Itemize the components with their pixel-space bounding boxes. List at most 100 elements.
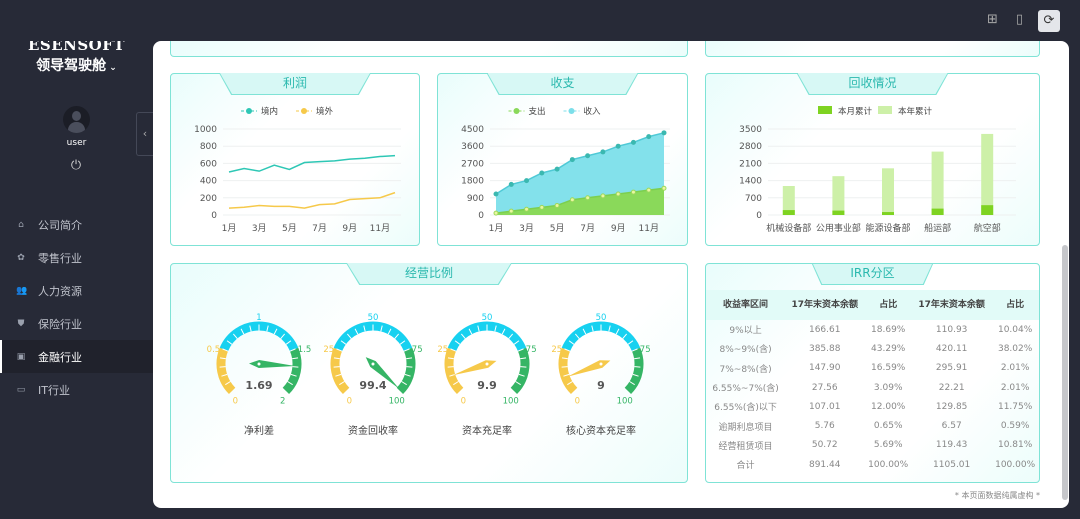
sidebar-item-1[interactable]: ✿ 零售行业 [0, 241, 153, 274]
table-cell: 420.11 [935, 343, 968, 354]
gauge-tick-label: 75 [412, 345, 423, 355]
table-cell: 18.69% [871, 324, 906, 335]
y-tick-label: 200 [200, 194, 217, 204]
chevron-down-icon: ⌄ [106, 63, 117, 73]
gauge-tick [634, 357, 641, 360]
refresh-icon[interactable]: ⟳ [1038, 10, 1060, 32]
table-row: 9%以上 166.61 18.69% 110.93 10.04% [706, 320, 1039, 339]
legend-marker [246, 108, 252, 114]
irr-card: IRR分区 收益率区间 17年末资本余额 占比 17年末资本余额 占比 9%以上 166.6… [705, 263, 1040, 483]
sidebar-item-4[interactable]: ▣ 金融行业 [0, 340, 153, 373]
y-tick-label: 600 [200, 159, 217, 169]
card-partial-right [705, 36, 1040, 57]
sidebar-item-3[interactable]: ⛊ 保险行业 [0, 307, 153, 340]
gauge-tick [453, 381, 459, 386]
sidebar-item-0[interactable]: ⌂ 公司简介 [0, 208, 153, 241]
bank-icon: ▣ [16, 351, 26, 362]
legend-label: 本年累计 [898, 106, 933, 117]
gauge-tick [563, 373, 570, 377]
table-cell: 100.00% [868, 459, 909, 470]
gauge-tick [380, 325, 383, 332]
gauge-tick-label: 25 [437, 345, 448, 355]
table-cell: 2.01% [1000, 363, 1030, 374]
bar-month [782, 210, 795, 215]
table-row: 经营租赁项目 50.72 5.69% 119.43 10.81% [706, 436, 1039, 455]
gauge-needle [452, 360, 497, 376]
profit-card: 利润 0 200 400 600 800 1000 1月 3月 5月 7月 9月 11月 境内 境外 [170, 73, 420, 246]
legend-marker [513, 108, 520, 114]
profit-chart: 0 200 400 600 800 1000 1月 3月 5月 7月 9月 11月 境内 境外 [194, 106, 401, 234]
table-cell: 43.29% [871, 343, 906, 354]
table-row: 7%~8%(含) 147.90 16.59% 295.91 2.01% [706, 359, 1039, 378]
table-cell: 110.93 [935, 324, 968, 335]
table-row: 8%~9%(含) 385.88 43.29% 420.11 38.02% [706, 339, 1039, 358]
table-cell: 9%以上 [729, 326, 762, 337]
gauge-tick [564, 348, 571, 352]
gauge-arc [624, 347, 644, 395]
x-tick-label: 5月 [282, 223, 297, 234]
x-tick-label: 9月 [611, 223, 626, 234]
table-row: 6.55%~7%(含) 27.56 3.09% 22.21 2.01% [706, 378, 1039, 397]
sidebar-item-5[interactable]: ▭ IT行业 [0, 373, 153, 406]
bar-month [981, 205, 994, 215]
data-point [630, 139, 636, 145]
y-tick-label: 2800 [739, 142, 762, 152]
gauge-tick [333, 357, 340, 360]
y-tick-label: 800 [200, 142, 217, 152]
cash-card: 收支 0 900 1800 2700 3600 4500 1月 3月 5月 7月 9月 11月 支出 收入 [437, 73, 688, 246]
gauge-tick [561, 357, 568, 360]
table-cell: 6.57 [941, 421, 962, 432]
gauge-tick [399, 340, 406, 345]
table-cell: 38.02% [997, 343, 1033, 354]
legend-label: 境内 [261, 106, 278, 117]
data-point [661, 130, 667, 136]
gauge-tick [354, 328, 359, 335]
gauge-tick [266, 325, 269, 332]
sidebar-item-label: 公司简介 [38, 218, 82, 232]
table-cell: 6.55%~7%(含) [712, 384, 779, 395]
table-cell: 5.76 [814, 421, 835, 432]
bar-month [931, 208, 944, 215]
gauge-tick-label: 0 [347, 397, 352, 407]
legend-label: 境外 [316, 106, 334, 117]
gauge-tick-label: 0 [461, 397, 466, 407]
avatar[interactable] [63, 106, 90, 133]
app-title-dropdown[interactable]: 领导驾驶舱 ⌄ [0, 55, 153, 75]
gauge-tick [513, 340, 520, 345]
people-icon: 👥 [16, 285, 28, 296]
y-tick-label: 1400 [739, 177, 762, 187]
card-title: IRR分区 [812, 264, 933, 284]
x-tick-label: 7月 [580, 223, 595, 234]
table-cell: 经营租赁项目 [718, 441, 773, 452]
grid-icon[interactable]: ⊞ [987, 11, 998, 27]
gauge-tick [339, 381, 345, 386]
x-tick-label: 航空部 [974, 222, 1001, 234]
table-cell: 10.04% [997, 324, 1033, 335]
card-partial-left [170, 36, 688, 57]
power-icon[interactable]: ⏻ [70, 158, 82, 173]
gauge-tick [454, 340, 461, 345]
y-tick-label: 1800 [461, 177, 484, 187]
gauge-tick [629, 381, 635, 386]
column-header: 收益率区间 [706, 290, 786, 320]
gauge-label: 核心资本充足率 [566, 424, 636, 437]
sidebar-item-2[interactable]: 👥 人力资源 [0, 274, 153, 307]
x-tick-label: 9月 [342, 223, 357, 234]
data-point [630, 189, 636, 195]
gauge-tick [221, 373, 228, 377]
x-tick-label: 能源设备部 [865, 222, 910, 234]
data-point [646, 187, 652, 193]
gauge-tick [568, 340, 575, 345]
gauge-tick [574, 333, 580, 339]
scrollbar[interactable] [1062, 245, 1068, 500]
table-cell: 119.43 [935, 440, 968, 451]
gauge-tick-label: 1 [256, 313, 261, 323]
collapse-sidebar-button[interactable]: ‹ [136, 112, 153, 156]
gauge-value: 9 [597, 379, 605, 392]
sidebar-item-label: 零售行业 [38, 251, 82, 265]
mobile-icon[interactable]: ▯ [1015, 11, 1024, 27]
gauge-tick [336, 348, 343, 352]
gauge-tick-label: 100 [389, 397, 405, 407]
table-cell: 合计 [736, 461, 755, 472]
